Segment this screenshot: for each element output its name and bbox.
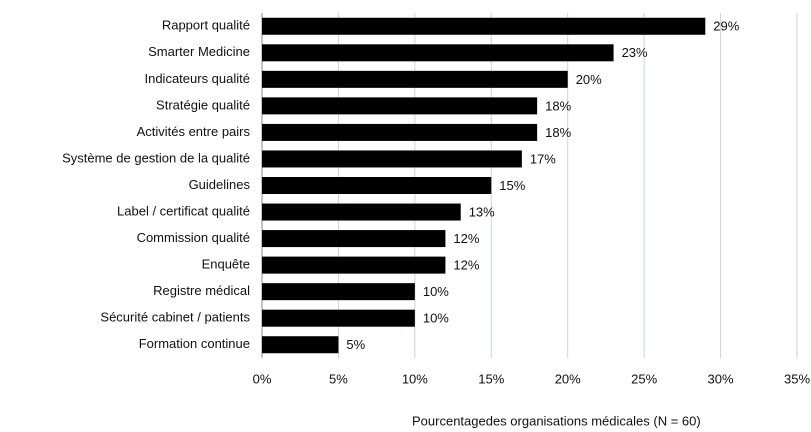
y-tick-label: Label / certificat qualité [117, 203, 250, 218]
y-tick-label: Activités entre pairs [137, 124, 251, 139]
y-tick-label: Système de gestion de la qualité [62, 150, 250, 165]
bar [262, 177, 492, 194]
x-axis-label: Pourcentagedes organisations médicales (… [412, 413, 701, 428]
y-tick-label: Registre médical [153, 283, 250, 298]
y-tick-label: Smarter Medicine [148, 44, 250, 59]
bar [262, 309, 415, 327]
value-label: 12% [453, 231, 479, 246]
x-tick-label: 15% [478, 371, 504, 386]
y-tick-label: Indicateurs qualité [144, 71, 250, 86]
y-tick-label: Stratégie qualité [156, 97, 250, 112]
y-tick-label: Rapport qualité [162, 18, 250, 33]
x-tick-label: 0% [253, 371, 272, 386]
x-tick-label: 20% [555, 371, 581, 386]
value-label: 18% [545, 125, 571, 140]
value-label: 5% [346, 337, 365, 352]
value-label: 17% [530, 151, 556, 166]
y-tick-label: Commission qualité [137, 230, 250, 245]
value-label: 12% [453, 258, 479, 273]
bar [262, 256, 446, 274]
value-label: 10% [423, 311, 449, 326]
y-tick-label: Formation continue [139, 336, 250, 351]
bar [262, 230, 446, 248]
value-label: 23% [622, 45, 648, 60]
x-tick-label: 35% [784, 371, 810, 386]
bar [262, 17, 706, 35]
y-tick-label: Sécurité cabinet / patients [100, 310, 250, 325]
value-label: 20% [576, 72, 602, 87]
value-label: 13% [469, 204, 495, 219]
y-tick-label: Enquête [202, 257, 250, 272]
x-tick-label: 10% [402, 371, 428, 386]
bar [262, 97, 538, 115]
x-tick-label: 30% [708, 371, 734, 386]
value-label: 10% [423, 284, 449, 299]
value-label: 18% [545, 98, 571, 113]
value-label: 15% [499, 178, 525, 193]
bar [262, 70, 568, 88]
y-tick-label: Guidelines [189, 177, 251, 192]
bar [262, 283, 415, 301]
bar [262, 150, 522, 168]
x-tick-label: 5% [329, 371, 348, 386]
bar [262, 336, 339, 354]
bar [262, 123, 538, 141]
x-tick-label: 25% [631, 371, 657, 386]
value-label: 29% [713, 19, 739, 34]
bar [262, 44, 614, 62]
bar [262, 203, 461, 221]
